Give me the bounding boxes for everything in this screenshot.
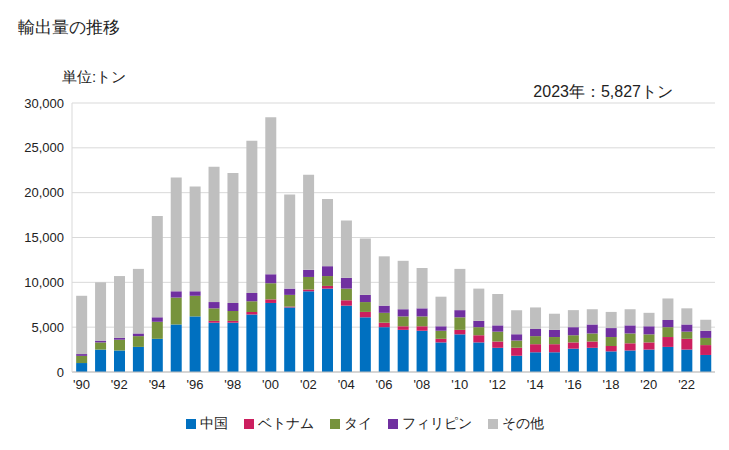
html-text:その他: その他 bbox=[501, 415, 544, 431]
html-text:ベトナム: ベトナム bbox=[257, 415, 314, 431]
svg-text:'00: '00 bbox=[262, 377, 279, 392]
svg-text:'94: '94 bbox=[149, 377, 166, 392]
html-text:単位:トン: 単位:トン bbox=[62, 68, 127, 85]
svg-text:'16: '16 bbox=[565, 377, 582, 392]
svg-text:10,000: 10,000 bbox=[24, 275, 64, 290]
svg-text:'10: '10 bbox=[451, 377, 468, 392]
svg-text:'04: '04 bbox=[338, 377, 355, 392]
svg-text:25,000: 25,000 bbox=[24, 140, 64, 155]
html-text:中国: 中国 bbox=[199, 415, 228, 431]
svg-text:'98: '98 bbox=[224, 377, 241, 392]
svg-text:'12: '12 bbox=[489, 377, 506, 392]
svg-text:15,000: 15,000 bbox=[24, 230, 64, 245]
svg-text:5,000: 5,000 bbox=[31, 320, 64, 335]
svg-text:'06: '06 bbox=[376, 377, 393, 392]
svg-text:'92: '92 bbox=[111, 377, 128, 392]
svg-text:'20: '20 bbox=[640, 377, 657, 392]
svg-text:20,000: 20,000 bbox=[24, 185, 64, 200]
svg-text:'08: '08 bbox=[413, 377, 430, 392]
svg-text:'96: '96 bbox=[186, 377, 203, 392]
svg-text:0: 0 bbox=[57, 365, 64, 380]
svg-text:'22: '22 bbox=[678, 377, 695, 392]
svg-text:'18: '18 bbox=[603, 377, 620, 392]
svg-text:'02: '02 bbox=[300, 377, 317, 392]
html-text:2023年：5,827トン: 2023年：5,827トン bbox=[533, 83, 673, 100]
svg-text:30,000: 30,000 bbox=[24, 96, 64, 111]
svg-text:'14: '14 bbox=[527, 377, 544, 392]
html-text:輸出量の推移: 輸出量の推移 bbox=[18, 18, 120, 37]
html-text:タイ: タイ bbox=[343, 415, 372, 431]
html-text:フィリピン: フィリピン bbox=[401, 415, 472, 431]
svg-text:'90: '90 bbox=[73, 377, 90, 392]
